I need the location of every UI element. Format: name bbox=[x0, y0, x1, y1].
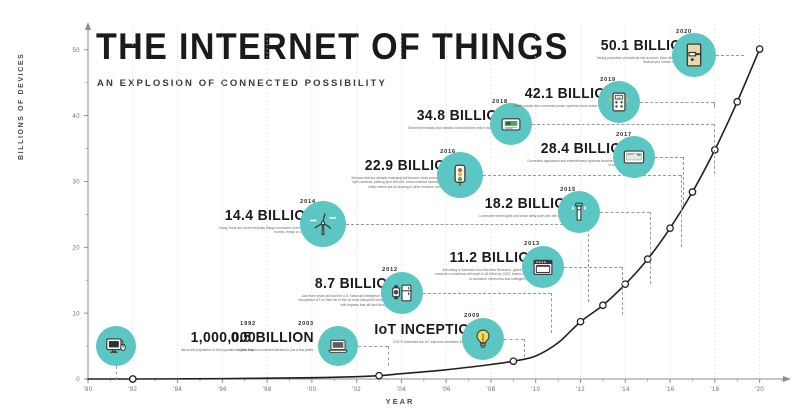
smart-panel-icon: 50 bbox=[607, 90, 631, 114]
svg-text:0: 0 bbox=[76, 377, 80, 383]
connector-a2012 bbox=[423, 293, 551, 294]
annotation-icon-bubble-2009[interactable] bbox=[462, 318, 504, 360]
annotation-icon-bubble-2017[interactable] bbox=[613, 136, 655, 178]
x-axis-arrow bbox=[783, 376, 791, 382]
connector-a2016 bbox=[483, 175, 681, 176]
svg-text:'92: '92 bbox=[128, 387, 137, 393]
annotation-icon-bubble-2015[interactable] bbox=[558, 191, 600, 233]
svg-text:'02: '02 bbox=[352, 387, 361, 393]
thermostat-icon bbox=[499, 112, 523, 136]
connector-vertical-a2016 bbox=[681, 175, 682, 247]
connector-a2009 bbox=[504, 339, 524, 340]
svg-text:'10: '10 bbox=[531, 387, 540, 393]
svg-text:'94: '94 bbox=[173, 387, 182, 393]
svg-text:'20: '20 bbox=[755, 387, 764, 393]
svg-text:30: 30 bbox=[73, 180, 81, 186]
wind-turbine-icon bbox=[309, 210, 337, 238]
annotation-icon-bubble-2019[interactable]: 50 bbox=[598, 81, 640, 123]
connector-a2015 bbox=[600, 212, 650, 213]
connector-a2017 bbox=[655, 157, 683, 158]
connector-vertical-a2019 bbox=[714, 102, 715, 108]
connector-vertical-a2018 bbox=[714, 124, 715, 174]
svg-text:'96: '96 bbox=[218, 387, 227, 393]
smart-door-lock-icon bbox=[681, 42, 708, 69]
svg-text:50: 50 bbox=[73, 48, 81, 54]
growth-curve bbox=[87, 48, 761, 380]
page-title: THE INTERNET OF THINGS bbox=[96, 26, 569, 67]
connector-a2019 bbox=[640, 102, 714, 103]
connector-a1992 bbox=[116, 366, 117, 380]
x-axis-ticks: '90 '92 '94 '96 '98 '00 '02 '04 '06 '08 '10 '12 '14 '… bbox=[83, 379, 783, 393]
connector-vertical-a2014 bbox=[588, 224, 589, 302]
svg-text:'12: '12 bbox=[576, 387, 585, 393]
svg-text:'18: '18 bbox=[710, 387, 719, 393]
tv-screen-icon bbox=[622, 145, 646, 169]
annotation-icon-bubble-2016[interactable] bbox=[437, 152, 483, 198]
connector-vertical-a2003 bbox=[388, 346, 389, 366]
svg-text:'90: '90 bbox=[83, 387, 92, 393]
connector-vertical-a2015 bbox=[650, 212, 651, 284]
svg-text:'06: '06 bbox=[442, 387, 451, 393]
connector-a2018 bbox=[532, 124, 714, 125]
smartwatch-fridge-icon bbox=[390, 281, 414, 305]
annotation-icon-bubble-2018[interactable] bbox=[490, 103, 532, 145]
connector-a2020 bbox=[716, 55, 744, 56]
annotation-icon-bubble-2020[interactable] bbox=[672, 33, 716, 77]
traffic-light-icon bbox=[447, 162, 473, 188]
connector-vertical-a2009 bbox=[524, 339, 525, 357]
connector-vertical-a2013 bbox=[622, 267, 623, 315]
laptop-icon bbox=[327, 335, 350, 358]
y-axis-arrow bbox=[85, 22, 91, 30]
connector-a2014 bbox=[346, 224, 588, 225]
svg-text:40: 40 bbox=[73, 114, 81, 120]
y-axis-ticks: 0 10 20 30 40 50 bbox=[73, 48, 88, 383]
annotation-icon-bubble-2003[interactable] bbox=[318, 326, 358, 366]
oven-icon bbox=[531, 255, 555, 279]
svg-text:'08: '08 bbox=[486, 387, 495, 393]
connector-a2013 bbox=[564, 267, 622, 268]
x-axis-label: YEAR bbox=[385, 397, 415, 406]
svg-text:50: 50 bbox=[618, 95, 621, 99]
connector-vertical-a2012 bbox=[551, 293, 552, 333]
data-point-markers bbox=[128, 45, 764, 383]
svg-text:'14: '14 bbox=[621, 387, 630, 393]
lightbulb-icon bbox=[471, 327, 495, 351]
svg-text:'00: '00 bbox=[307, 387, 316, 393]
page-subtitle: AN EXPLOSION OF CONNECTED POSSIBILITY bbox=[97, 78, 387, 89]
gridlines bbox=[87, 24, 760, 379]
svg-text:'98: '98 bbox=[263, 387, 272, 393]
annotation-icon-bubble-2012[interactable] bbox=[381, 272, 423, 314]
connector-a2003 bbox=[358, 346, 388, 347]
svg-text:'04: '04 bbox=[397, 387, 406, 393]
annotation-icon-bubble-1992[interactable] bbox=[96, 326, 136, 366]
svg-text:20: 20 bbox=[73, 246, 81, 252]
connector-vertical-a2017 bbox=[683, 157, 684, 205]
annotation-icon-bubble-2014[interactable] bbox=[300, 201, 346, 247]
svg-text:10: 10 bbox=[73, 311, 81, 317]
svg-text:'16: '16 bbox=[666, 387, 675, 393]
annotation-icon-bubble-2013[interactable] bbox=[522, 246, 564, 288]
desktop-computer-icon bbox=[105, 335, 128, 358]
street-light-icon bbox=[567, 200, 591, 224]
